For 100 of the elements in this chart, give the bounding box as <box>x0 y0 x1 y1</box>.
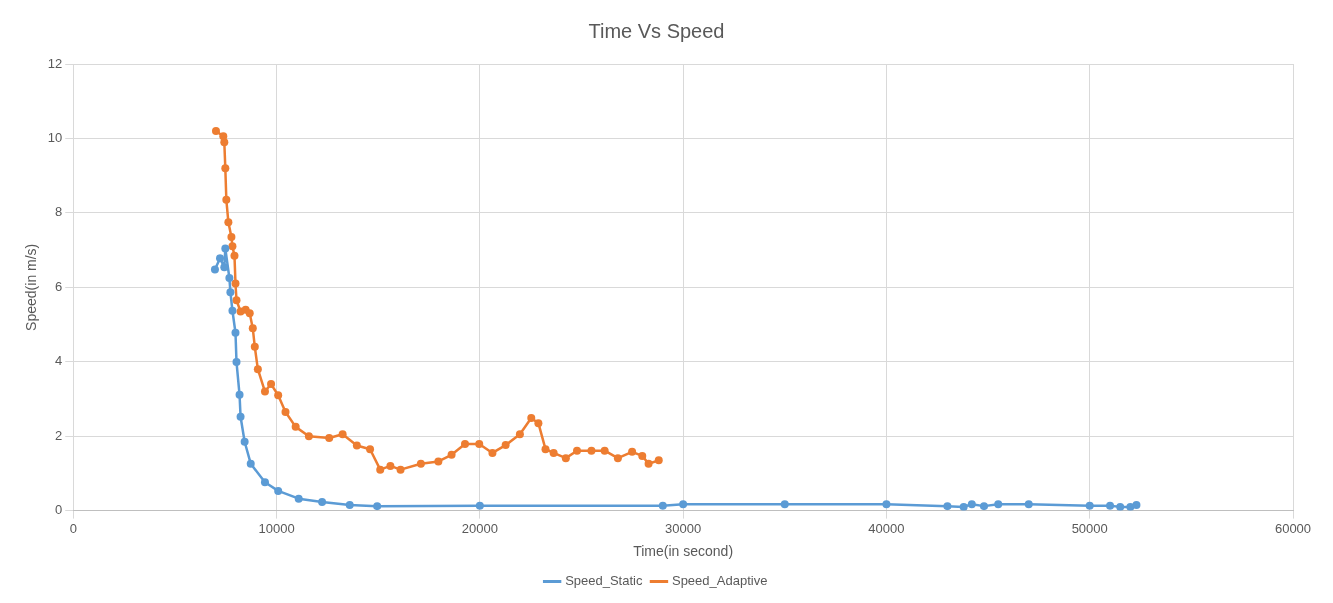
point <box>232 358 241 367</box>
legend-label: Speed_Static <box>565 573 643 589</box>
point <box>232 296 241 305</box>
point <box>1116 502 1125 511</box>
point <box>227 233 236 242</box>
point <box>225 274 234 282</box>
point <box>644 459 653 468</box>
point <box>304 432 313 441</box>
point <box>386 461 395 470</box>
point <box>376 465 385 474</box>
x-tick-label: 20000 <box>461 520 498 536</box>
point <box>541 445 550 454</box>
point <box>224 218 233 227</box>
point <box>515 430 524 439</box>
point <box>475 439 484 448</box>
point <box>221 164 230 173</box>
point <box>600 446 609 455</box>
point <box>943 502 952 511</box>
point <box>352 441 361 450</box>
point <box>267 380 276 389</box>
point <box>231 279 240 288</box>
point <box>1085 501 1094 510</box>
point <box>245 309 254 318</box>
point <box>534 419 543 428</box>
point <box>447 450 456 459</box>
x-tick-label: 60000 <box>1274 520 1312 536</box>
point <box>461 439 469 448</box>
point <box>994 500 1003 509</box>
point <box>260 478 269 487</box>
point <box>434 457 443 466</box>
y-tick-label: 2 <box>55 427 63 443</box>
point <box>527 413 536 422</box>
x-axis-title: Time(in second) <box>633 543 734 560</box>
point <box>628 447 637 456</box>
point <box>248 324 257 333</box>
point <box>274 391 283 400</box>
point <box>416 459 425 468</box>
point <box>1024 500 1033 509</box>
point <box>274 486 283 495</box>
y-tick-label: 10 <box>47 130 63 146</box>
point <box>488 448 497 457</box>
x-tick-label: 10000 <box>258 520 295 536</box>
point <box>338 430 347 439</box>
point <box>501 441 510 450</box>
point <box>549 448 558 457</box>
point <box>281 407 290 416</box>
point <box>240 437 249 446</box>
point <box>396 465 405 474</box>
point <box>959 502 968 511</box>
y-axis-title: Speed(in m/s) <box>23 243 40 331</box>
point <box>475 501 484 510</box>
chart-title: Time Vs Speed <box>588 19 725 42</box>
point <box>230 251 239 260</box>
point <box>216 254 225 263</box>
point <box>561 454 570 463</box>
point <box>260 387 269 396</box>
x-tick-label: 50000 <box>1071 520 1108 536</box>
point <box>366 445 375 454</box>
point <box>325 434 334 443</box>
point <box>228 306 237 315</box>
point <box>246 459 255 468</box>
point <box>253 365 262 374</box>
y-tick-label: 8 <box>55 204 63 220</box>
y-tick-label: 12 <box>47 55 63 71</box>
x-tick-label: 30000 <box>665 520 702 536</box>
y-tick-label: 4 <box>55 353 63 369</box>
point <box>210 265 219 274</box>
point <box>882 500 891 509</box>
point <box>658 501 667 510</box>
point <box>1132 501 1141 510</box>
point <box>235 390 244 399</box>
point <box>587 446 596 455</box>
point <box>980 502 988 511</box>
point <box>226 288 235 297</box>
point <box>638 451 647 460</box>
point <box>1126 502 1135 511</box>
point <box>345 501 354 510</box>
point <box>654 456 663 465</box>
x-tick-label: 40000 <box>868 520 905 536</box>
point <box>613 454 622 463</box>
point <box>228 242 237 251</box>
point <box>231 328 240 337</box>
point <box>679 500 688 509</box>
y-tick-label: 6 <box>55 278 63 294</box>
point <box>373 502 382 511</box>
point <box>221 244 230 253</box>
point <box>211 126 220 135</box>
point <box>236 412 245 421</box>
point <box>294 494 303 503</box>
point <box>291 422 300 431</box>
point <box>1106 501 1115 510</box>
legend-label: Speed_Adaptive <box>671 573 768 589</box>
point <box>967 500 976 509</box>
point <box>318 498 327 507</box>
x-tick-label: 0 <box>69 520 77 536</box>
point <box>573 446 582 455</box>
point <box>250 342 259 351</box>
point <box>222 195 231 204</box>
point <box>220 138 229 147</box>
y-tick-label: 0 <box>55 502 63 518</box>
